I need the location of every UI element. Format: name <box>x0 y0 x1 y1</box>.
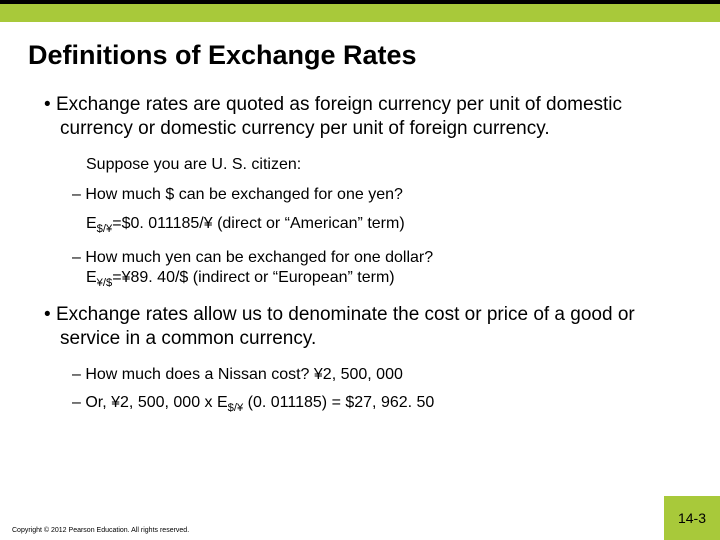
accent-top-bar <box>0 0 720 22</box>
nissan-cost-yen: How much does a Nissan cost? ¥2, 500, 00… <box>28 365 692 386</box>
question-yen-for-dollar: How much yen can be exchanged for one do… <box>28 248 692 292</box>
page-number: 14-3 <box>678 510 706 526</box>
page-number-badge: 14-3 <box>664 496 720 540</box>
nissan-sub: $/¥ <box>228 403 244 415</box>
formula-e: E <box>86 215 97 232</box>
bullet-common-currency: Exchange rates allow us to denominate th… <box>28 303 692 351</box>
slide-title: Definitions of Exchange Rates <box>28 40 692 71</box>
slide-content: Definitions of Exchange Rates Exchange r… <box>0 22 720 416</box>
q2-text: How much yen can be exchanged for one do… <box>85 249 433 266</box>
nissan-post: (0. 011185) = $27, 962. 50 <box>243 394 434 411</box>
nissan-cost-dollar: Or, ¥2, 500, 000 x E$/¥ (0. 011185) = $2… <box>28 393 692 416</box>
formula-sub: $/¥ <box>97 223 113 235</box>
copyright-footer: Copyright © 2012 Pearson Education. All … <box>12 527 189 534</box>
q2-value: =¥89. 40/$ (indirect or “European” term) <box>112 269 394 286</box>
bullet-exchange-quoted: Exchange rates are quoted as foreign cur… <box>28 93 692 141</box>
nissan-pre: Or, ¥2, 500, 000 x E <box>85 394 227 411</box>
formula-direct-term: E$/¥=$0. 011185/¥ (direct or “American” … <box>28 213 692 237</box>
suppose-text: Suppose you are U. S. citizen: <box>28 155 692 175</box>
q2-e: E <box>86 269 97 286</box>
q2-sub: ¥/$ <box>97 278 113 290</box>
question-dollar-for-yen: How much $ can be exchanged for one yen? <box>28 185 692 206</box>
formula-value: =$0. 011185/¥ (direct or “American” term… <box>112 215 404 232</box>
